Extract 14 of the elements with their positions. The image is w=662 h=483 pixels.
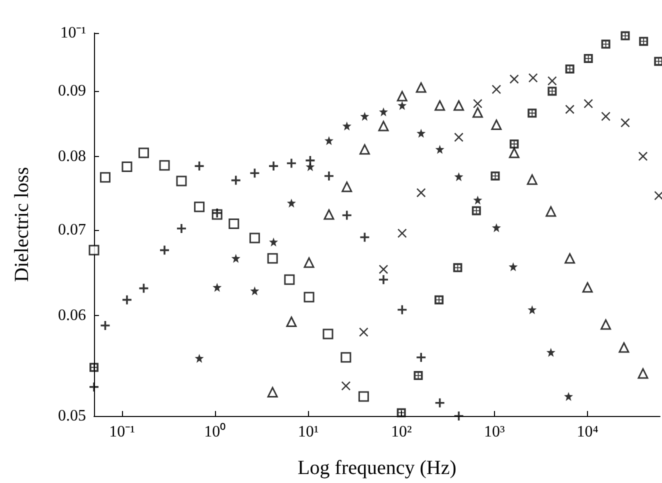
y-axis-title: Dielectric loss [11, 166, 33, 282]
y-tick-label: 0.07 [58, 222, 86, 239]
x-tick-label: 10¹ [298, 424, 319, 440]
x-tick-label: 10³ [484, 424, 506, 440]
y-tick-label: 10⁻¹ [60, 24, 86, 42]
x-tick-label: 10⁻¹ [109, 424, 136, 440]
x-axis-title: Log frequency (Hz) [298, 457, 456, 479]
x-tick-label: 10² [390, 424, 412, 440]
y-tick-label: 0.06 [58, 306, 86, 324]
x-tick-label: 10⁰ [204, 422, 226, 440]
x-tick-label: 10⁴ [576, 424, 599, 440]
y-tick-label: 0.09 [58, 82, 86, 100]
y-tick-label: 0.05 [58, 408, 86, 424]
y-tick-label: 0.08 [58, 148, 86, 165]
